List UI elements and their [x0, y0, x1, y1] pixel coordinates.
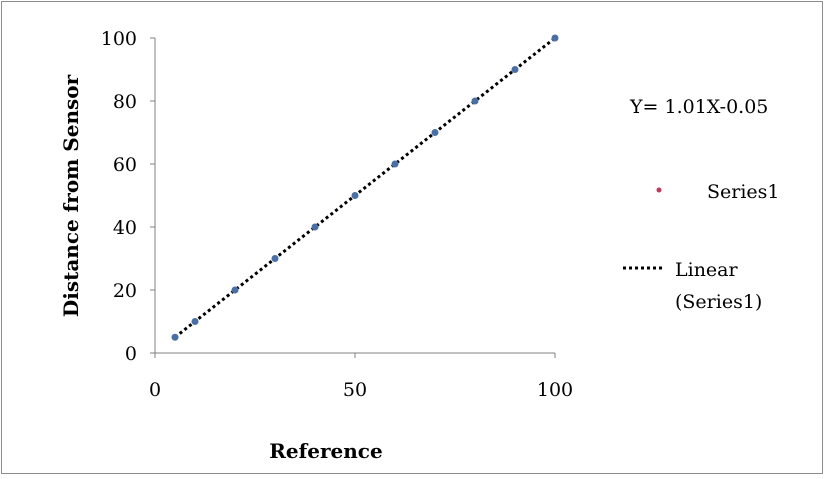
data-point — [472, 98, 479, 105]
data-point — [312, 224, 319, 231]
y-tick-label: 20 — [113, 280, 137, 302]
data-point — [232, 287, 239, 294]
data-point — [192, 318, 199, 325]
data-point — [272, 255, 279, 262]
y-tick-label: 100 — [101, 28, 137, 50]
x-tick-label: 100 — [537, 379, 573, 401]
y-axis-title: Distance from Sensor — [59, 74, 83, 317]
legend-trendline-label-line1: Linear — [675, 259, 739, 281]
y-tick-label: 40 — [113, 217, 137, 239]
y-tick-label: 60 — [113, 154, 137, 176]
data-point — [512, 66, 519, 73]
y-tick-label: 80 — [113, 91, 137, 113]
data-point — [432, 129, 439, 136]
trendline-equation: Y= 1.01X-0.05 — [629, 96, 768, 118]
data-point — [172, 334, 179, 341]
x-axis-title: Reference — [269, 439, 382, 463]
x-tick-label: 50 — [343, 379, 367, 401]
legend-series1-label: Series1 — [707, 181, 780, 203]
data-point — [352, 192, 359, 199]
data-point — [392, 161, 399, 168]
data-point — [552, 35, 559, 42]
x-tick-label: 0 — [149, 379, 161, 401]
y-tick-label: 0 — [125, 343, 137, 365]
legend-trendline-label-line2: (Series1) — [675, 291, 762, 313]
legend-series1-marker — [657, 188, 662, 193]
